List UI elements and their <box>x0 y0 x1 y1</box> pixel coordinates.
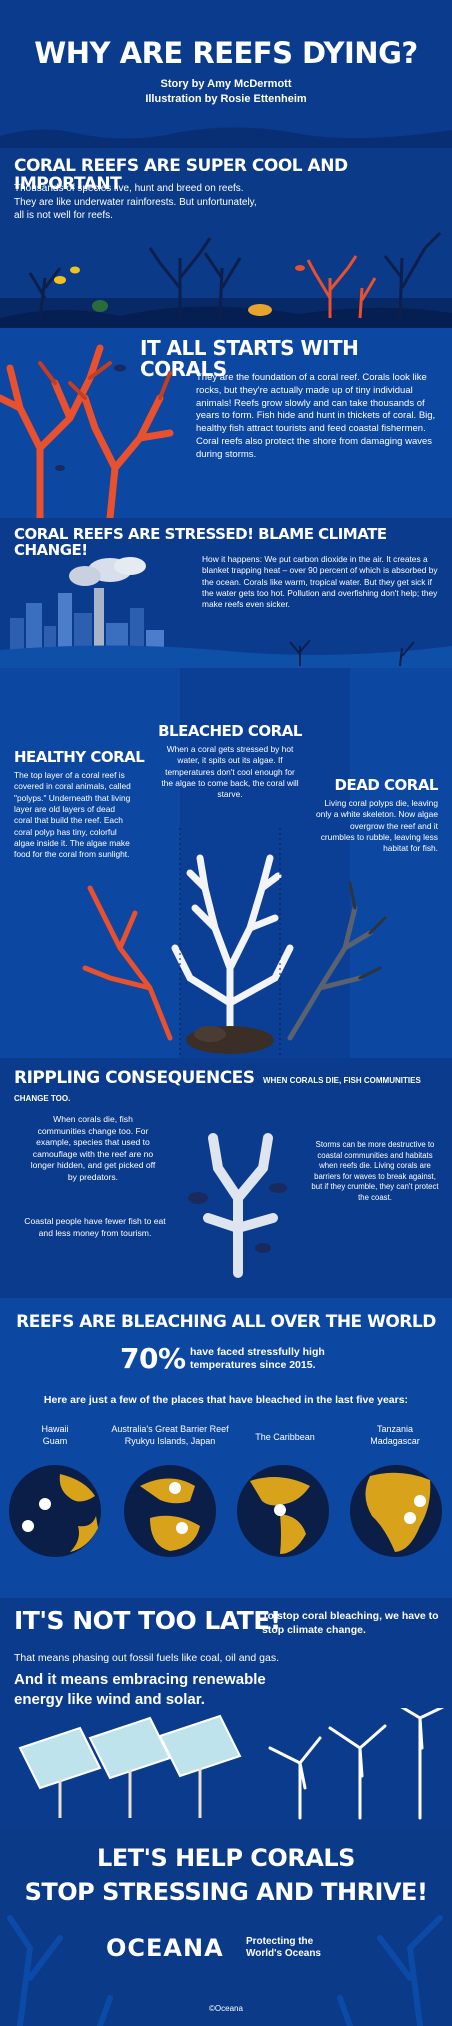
section-text: That means phasing out fossil fuels like… <box>14 1652 279 1664</box>
globe-caribbean-icon <box>237 1465 329 1557</box>
brand-tagline: Protecting the World's Oceans <box>246 1936 321 1960</box>
solar-panel-icon <box>88 1716 172 1818</box>
place-label: Hawaii Guam <box>5 1424 105 1447</box>
section-side-text: To stop coral bleaching, we have to stop… <box>262 1610 439 1636</box>
copyright: ©Oceana <box>209 2004 243 2013</box>
oceana-logo[interactable]: OCEANA Protecting the World's Oceans <box>106 1932 366 1972</box>
consequence-storms: Storms can be more destructive to coasta… <box>311 1140 439 1202</box>
section-heading: REEFS ARE BLEACHING ALL OVER THE WORLD <box>16 1312 436 1332</box>
place-line: Ryukyu Islands, Japan <box>124 1435 216 1446</box>
section-heading: CORAL REEFS ARE SUPER COOL AND IMPORTANT <box>14 156 348 194</box>
place-line: Tanzania <box>376 1424 414 1434</box>
section-stressed: CORAL REEFS ARE STRESSED! BLAME CLIMATE … <box>0 518 452 668</box>
footer: LET'S HELP CORALS STOP STRESSING AND THR… <box>0 1828 452 2026</box>
brand-name: OCEANA <box>106 1934 224 1962</box>
tagline-line: Protecting the <box>246 1936 314 1947</box>
section-body: They are the foundation of a coral reef.… <box>196 372 436 460</box>
text-line: all is not well for reefs. <box>14 210 113 221</box>
place-line: Guam <box>42 1435 68 1446</box>
section-not-too-late: IT'S NOT TOO LATE! To stop coral bleachi… <box>0 1598 452 1828</box>
solar-panel-icon <box>158 1714 242 1818</box>
section-subheading: WHEN CORALS DIE, FISH COMMUNITIES CHANGE… <box>14 1076 421 1103</box>
globe-africa-icon <box>350 1465 442 1557</box>
section-heading: RIPPLING CONSEQUENCES <box>14 1068 255 1088</box>
section-text: Thousands of species live, hunt and bree… <box>14 182 354 223</box>
consequence-fish: When corals die, fish communities change… <box>30 1114 156 1182</box>
section-coral-states: HEALTHY CORAL The top layer of a coral r… <box>0 668 452 1058</box>
byline: Story by Amy McDermott <box>160 78 292 90</box>
dead-coral-heading: DEAD CORAL <box>334 776 439 794</box>
dead-coral-text: Living coral polyps die, leaving only a … <box>316 798 438 854</box>
section-worldwide: REEFS ARE BLEACHING ALL OVER THE WORLD 7… <box>0 1298 452 1598</box>
seafloor-graphic <box>0 639 452 668</box>
section-heading: IT ALL STARTS WITH CORALS <box>140 336 359 381</box>
section-heading: CORAL REEFS ARE STRESSED! BLAME CLIMATE … <box>14 525 387 559</box>
bleached-coral-text: When a coral gets stressed by hot water,… <box>161 744 299 800</box>
place-line: Madagascar <box>370 1435 420 1446</box>
stat-block: 70% have faced stressfully high temperat… <box>120 1342 420 1382</box>
rippling-title-row: RIPPLING CONSEQUENCES WHEN CORALS DIE, F… <box>14 1068 444 1106</box>
stat-text: have faced stressfully high temperatures… <box>190 1346 325 1372</box>
wind-turbine-icon <box>268 1708 445 1820</box>
places-intro: Here are just a few of the places that h… <box>43 1394 409 1406</box>
footer-heading: LET'S HELP CORALS <box>97 1844 355 1872</box>
place-line: Australia's Great Barrier Reef <box>111 1424 229 1434</box>
globes-graphic <box>9 1465 442 1557</box>
consequence-people: Coastal people have fewer fish to eat an… <box>24 1216 166 1238</box>
stat-value: 70% <box>120 1342 186 1375</box>
places-row: Hawaii Guam Australia's Great Barrier Re… <box>0 1424 452 1594</box>
header: WHY ARE REEFS DYING? Story by Amy McDerm… <box>0 0 452 148</box>
globe-australia-icon <box>124 1465 216 1557</box>
place-label: Tanzania Madagascar <box>345 1424 445 1447</box>
section-cool-important: CORAL REEFS ARE SUPER COOL AND IMPORTANT… <box>0 148 452 328</box>
healthy-coral-text: The top layer of a coral reef is covered… <box>14 770 131 860</box>
solar-panel-icon <box>18 1726 102 1818</box>
text-line: They are like underwater rainforests. Bu… <box>14 196 257 208</box>
tagline-line: World's Oceans <box>246 1948 321 1959</box>
place-line: Hawaii <box>41 1424 69 1434</box>
text-line: Thousands of species live, hunt and bree… <box>14 183 244 194</box>
renewables-graphic <box>18 1708 445 1820</box>
white-coral-fish-graphic <box>188 1133 287 1278</box>
healthy-coral-heading: HEALTHY CORAL <box>14 748 145 766</box>
coral-fringe-graphic <box>0 127 452 148</box>
red-coral-graphic <box>0 344 174 518</box>
footer-heading: STOP STRESSING AND THRIVE! <box>24 1878 428 1906</box>
globe-pacific-icon <box>9 1465 101 1557</box>
page-title: WHY ARE REEFS DYING? <box>34 36 418 70</box>
section-rippling: RIPPLING CONSEQUENCES WHEN CORALS DIE, F… <box>0 1058 452 1298</box>
place-line: The Caribbean <box>255 1432 315 1442</box>
illustration-credit: Illustration by Rosie Ettenheim <box>145 93 307 105</box>
reef-scene-graphic <box>0 231 452 328</box>
coral-states-graphic <box>82 828 387 1058</box>
place-label: The Caribbean <box>235 1432 335 1444</box>
footer-reef-graphic <box>7 1915 443 2026</box>
bleached-coral-heading: BLEACHED CORAL <box>158 722 302 740</box>
section-text-large: And it means embracing renewable energy … <box>14 1671 266 1708</box>
section-heading: IT'S NOT TOO LATE! <box>14 1606 281 1635</box>
section-body: How it happens: We put carbon dioxide in… <box>202 554 438 610</box>
place-label: Australia's Great Barrier Reef Ryukyu Is… <box>105 1424 235 1447</box>
section-corals: IT ALL STARTS WITH CORALS They are the f… <box>0 328 452 518</box>
